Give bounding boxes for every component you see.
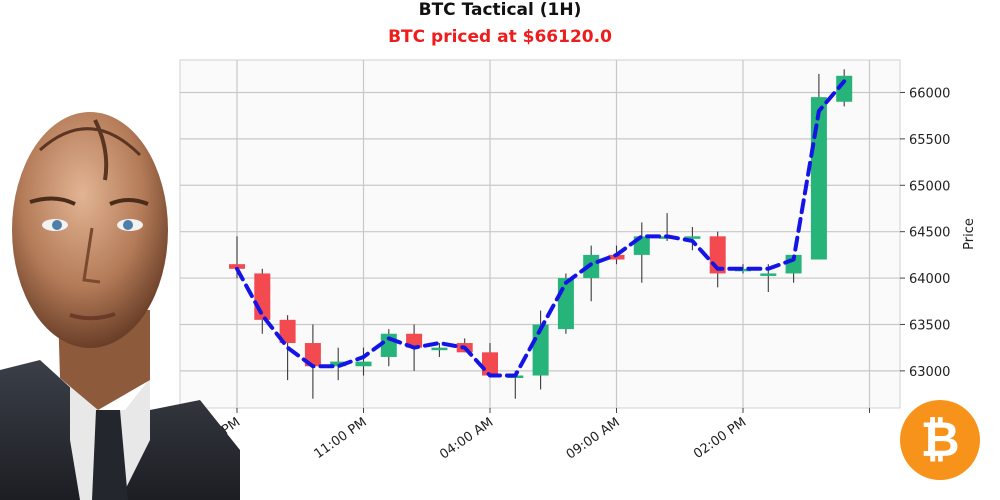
candle-body-up xyxy=(836,75,853,102)
candle-body-up xyxy=(557,278,574,330)
candle-body-up xyxy=(810,97,827,260)
candle-body-up xyxy=(735,268,751,272)
y-tick-label: 66000 xyxy=(909,86,950,101)
bitcoin-icon xyxy=(900,400,980,480)
android-avatar-illustration xyxy=(0,112,240,500)
x-tick-label: 11:00 PM xyxy=(312,415,370,462)
x-tick-label: 04:00 AM xyxy=(437,415,496,463)
candle-body-up xyxy=(355,361,372,367)
y-tick-label: 63000 xyxy=(909,365,950,380)
y-tick-label: 65500 xyxy=(909,133,950,148)
x-tick-label: 02:00 PM xyxy=(691,415,749,462)
candle-body-down xyxy=(608,254,625,260)
y-axis-label: Price xyxy=(962,218,977,250)
bitcoin-glyph: ₿ xyxy=(920,412,960,468)
y-tick-label: 65000 xyxy=(909,179,950,194)
candle-body-up xyxy=(760,273,777,276)
candle-body-down xyxy=(482,352,498,376)
chart-subtitle: BTC priced at $66120.0 xyxy=(388,27,612,47)
x-tick-label: 09:00 AM xyxy=(564,415,623,463)
candle-body-up xyxy=(532,324,549,376)
candle-body-up xyxy=(684,236,701,239)
chart-title: BTC Tactical (1H) xyxy=(418,0,582,20)
price-trend-line xyxy=(235,79,847,378)
candle-body-down xyxy=(229,264,245,269)
y-tick-label: 64000 xyxy=(909,272,950,287)
candle-body-up xyxy=(431,347,448,351)
y-tick-label: 64500 xyxy=(909,226,950,241)
y-tick-label: 63500 xyxy=(909,318,950,333)
candle-body-down xyxy=(304,343,321,367)
candle-body-down xyxy=(279,319,296,344)
candle-body-up xyxy=(330,361,347,367)
